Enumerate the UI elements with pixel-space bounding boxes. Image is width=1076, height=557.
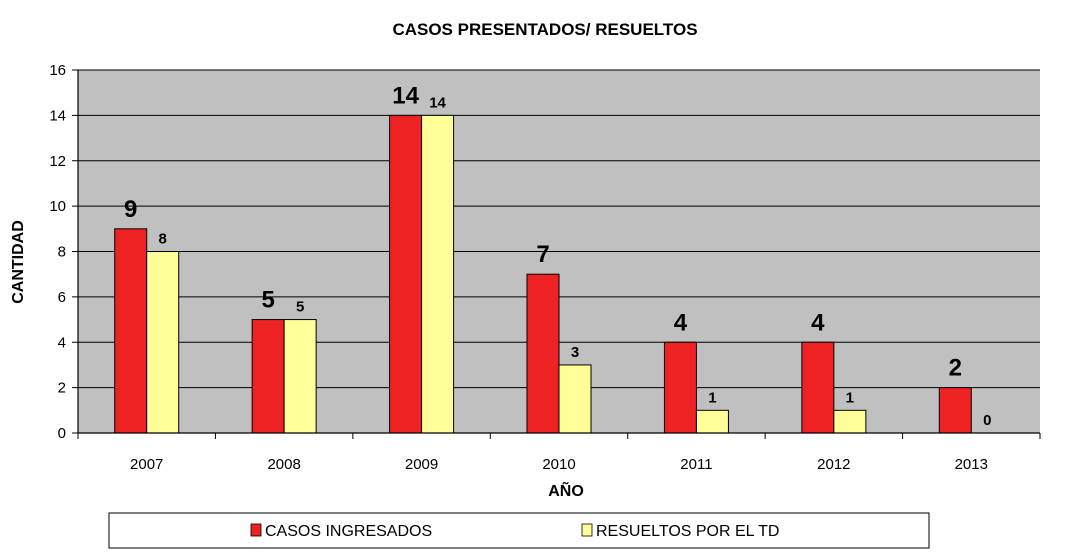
y-tick-label: 2 (58, 380, 66, 397)
x-tick-label: 2008 (267, 456, 300, 473)
y-tick-label: 16 (49, 62, 66, 79)
x-tick-label: 2013 (955, 456, 988, 473)
x-axis-ticks: 2007 2008 2009 2010 2011 2012 2013 (77, 433, 1041, 473)
data-label-casos-ingresados-2008: 5 (261, 287, 274, 314)
y-tick-label: 0 (58, 425, 66, 442)
data-label-resueltos-2013: 0 (983, 412, 991, 429)
data-label-casos-ingresados-2011: 4 (674, 309, 688, 336)
y-tick-label: 4 (58, 334, 66, 351)
chart-title: CASOS PRESENTADOS/ RESUELTOS (392, 20, 697, 39)
legend: CASOS INGRESADOS RESUELTOS POR EL TD (108, 512, 930, 549)
x-tick-label: 2011 (680, 456, 712, 473)
y-tick-label: 12 (49, 153, 66, 170)
data-label-resueltos-2011: 1 (708, 389, 716, 406)
y-axis-ticks: 0 2 4 6 8 10 12 14 16 (49, 62, 78, 442)
bar-resueltos-2011 (695, 409, 729, 434)
data-label-resueltos-2009: 14 (429, 94, 446, 111)
x-tick-label: 2012 (817, 456, 850, 473)
data-label-resueltos-2012: 1 (846, 389, 854, 406)
bar-resueltos-2008 (283, 319, 317, 434)
bar-casos-ingresados-2009 (389, 114, 423, 434)
y-axis-label: CANTIDAD (10, 220, 27, 304)
data-label-resueltos-2007: 8 (159, 231, 167, 248)
bar-resueltos-2012 (833, 409, 867, 434)
x-tick-label: 2009 (405, 456, 438, 473)
data-label-casos-ingresados-2009: 14 (392, 82, 419, 109)
bar-casos-ingresados-2011 (663, 341, 697, 434)
bar-resueltos-2007 (146, 251, 180, 434)
legend-label-resueltos: RESUELTOS POR EL TD (596, 523, 779, 540)
y-tick-label: 14 (49, 107, 66, 124)
bar-casos-ingresados-2013 (938, 387, 972, 434)
bar-casos-ingresados-2012 (801, 341, 835, 434)
x-tick-label: 2010 (542, 456, 575, 473)
bar-resueltos-2010 (558, 364, 592, 434)
bar-casos-ingresados-2008 (251, 319, 285, 434)
x-tick-label: 2007 (130, 456, 163, 473)
data-label-casos-ingresados-2007: 9 (124, 196, 137, 223)
data-label-casos-ingresados-2012: 4 (811, 309, 825, 336)
data-label-casos-ingresados-2013: 2 (949, 355, 962, 382)
legend-box (108, 512, 930, 549)
legend-label-casos-ingresados: CASOS INGRESADOS (265, 523, 432, 540)
y-tick-label: 6 (58, 289, 66, 306)
bar-resueltos-2009 (421, 114, 455, 434)
x-axis-label: AÑO (548, 480, 584, 500)
data-label-resueltos-2008: 5 (296, 299, 304, 316)
data-label-casos-ingresados-2010: 7 (536, 241, 549, 268)
bars (114, 114, 972, 434)
data-label-resueltos-2010: 3 (571, 344, 579, 361)
bar-casos-ingresados-2007 (114, 228, 148, 434)
legend-swatch-resueltos (581, 523, 593, 537)
y-tick-label: 8 (58, 244, 66, 261)
y-tick-label: 10 (49, 198, 66, 215)
bar-casos-ingresados-2010 (526, 273, 560, 434)
legend-swatch-casos-ingresados (250, 523, 262, 537)
